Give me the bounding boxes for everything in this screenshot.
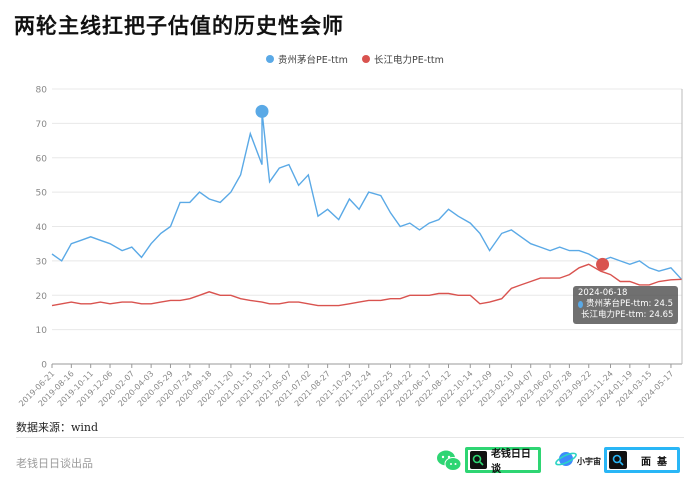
y-tick-label: 80 [36, 86, 48, 96]
wechat-icon[interactable] [436, 448, 462, 474]
podcast-search-button[interactable]: 面基 [604, 447, 680, 473]
y-tick-label: 20 [36, 292, 48, 302]
search-icon [609, 451, 627, 469]
podcast-brand: 小宇宙 [577, 457, 601, 466]
tooltip-date: 2024-06-18 [578, 288, 628, 298]
tooltip-dot-moutai [578, 301, 583, 308]
y-tick-label: 60 [36, 154, 48, 164]
chart-title: 两轮主线扛把子估值的历史性会师 [14, 14, 344, 38]
y-tick-label: 0 [41, 361, 47, 371]
series-line-0 [51, 111, 683, 281]
legend-marker-1 [362, 55, 370, 63]
planet-icon[interactable] [554, 447, 578, 471]
legend-label-1: 长江电力PE-ttm [374, 54, 444, 66]
footer-divider [16, 437, 684, 438]
tooltip-row-moutai: 贵州茅台PE-ttm: 24.5 [578, 299, 673, 310]
legend-marker-0 [266, 55, 274, 63]
footer-brand-text: 老钱日日谈出品 [16, 457, 93, 470]
y-tick-label: 40 [36, 223, 48, 233]
podcast-search-label: 面基 [641, 456, 673, 468]
pe-line-chart: 贵州茅台PE-ttm 长江电力PE-ttm01020304050607080201… [17, 54, 683, 408]
y-tick-label: 30 [36, 257, 48, 267]
y-tick-label: 50 [36, 189, 48, 199]
legend-label-0: 贵州茅台PE-ttm [278, 54, 348, 66]
wechat-search-button[interactable]: 老钱日日谈 [465, 447, 541, 475]
y-tick-label: 10 [36, 326, 48, 336]
tooltip-moutai-text: 贵州茅台PE-ttm: 24.5 [585, 299, 673, 309]
convergence-point [596, 257, 610, 271]
series-line-1 [51, 263, 683, 307]
tooltip-yangtze-text: 长江电力PE-ttm: 24.65 [581, 310, 674, 320]
chart-tooltip: 2024-06-18 贵州茅台PE-ttm: 24.5 长江电力PE-ttm: … [573, 286, 678, 324]
wechat-search-label: 老钱日日谈 [490, 449, 531, 475]
tooltip-row-yangtze: 长江电力PE-ttm: 24.65 [578, 310, 673, 321]
peak-point-moutai [255, 104, 269, 118]
search-icon [470, 451, 487, 469]
data-source: 数据来源：wind [16, 421, 99, 434]
y-tick-label: 70 [36, 120, 48, 130]
